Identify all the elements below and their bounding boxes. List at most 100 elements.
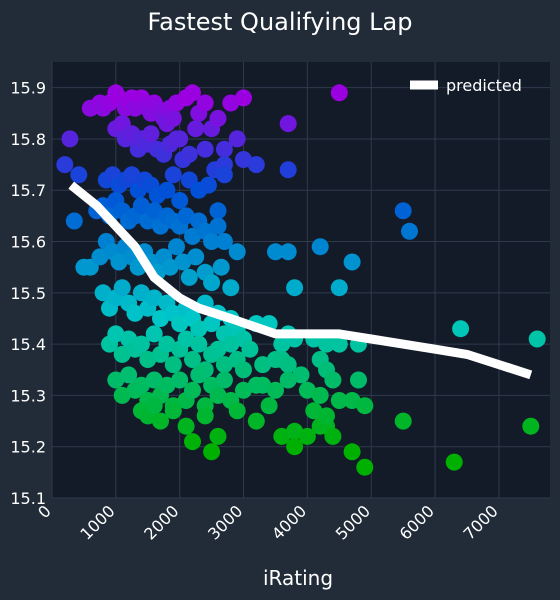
scatter-point bbox=[164, 402, 182, 420]
scatter-point bbox=[267, 381, 284, 399]
scatter-point bbox=[215, 233, 233, 250]
scatter-point bbox=[394, 202, 412, 220]
scatter-point bbox=[311, 386, 329, 404]
scatter-point bbox=[56, 156, 74, 174]
scatter-point bbox=[212, 258, 230, 276]
scatter-point bbox=[132, 335, 150, 353]
scatter-point bbox=[209, 202, 227, 220]
scatter-point bbox=[190, 320, 208, 338]
scatter-point bbox=[203, 233, 221, 250]
scatter-point bbox=[94, 284, 112, 302]
scatter-point bbox=[330, 392, 348, 409]
scatter-point bbox=[356, 397, 374, 415]
y-tick-labels: 15.1 15.2 15.3 15.4 15.5 15.6 15.7 15.8 15.9 bbox=[10, 79, 46, 508]
scatter-point bbox=[145, 397, 163, 415]
scatter-point bbox=[209, 427, 227, 445]
scatter-point bbox=[254, 376, 272, 394]
scatter-point bbox=[228, 243, 246, 261]
scatter-point bbox=[215, 356, 233, 374]
y-tick-label: 15.8 bbox=[10, 130, 46, 149]
scatter-point bbox=[298, 427, 316, 445]
scatter-point bbox=[187, 248, 205, 266]
scatter-point bbox=[318, 407, 335, 425]
scatter-point bbox=[292, 366, 310, 384]
scatter-point bbox=[279, 243, 297, 261]
scatter-point bbox=[184, 351, 201, 368]
scatter-point bbox=[522, 417, 540, 435]
scatter-point bbox=[171, 192, 189, 209]
y-tick-label: 15.4 bbox=[10, 335, 46, 354]
scatter-point bbox=[209, 340, 227, 358]
scatter-point bbox=[65, 212, 83, 230]
scatter-point bbox=[235, 361, 252, 379]
x-axis-label: iRating bbox=[263, 566, 333, 590]
scatter-point bbox=[203, 443, 221, 461]
scatter-point bbox=[247, 156, 265, 174]
scatter-point bbox=[215, 140, 233, 158]
scatter-point bbox=[267, 243, 284, 261]
scatter-point bbox=[286, 438, 304, 456]
scatter-point bbox=[452, 320, 470, 338]
scatter-point bbox=[209, 109, 227, 127]
scatter-point bbox=[145, 325, 163, 343]
scatter-point bbox=[61, 130, 79, 148]
scatter-point bbox=[132, 284, 150, 302]
scatter-point bbox=[394, 412, 412, 430]
scatter-point bbox=[113, 386, 131, 404]
scatter-point bbox=[164, 356, 182, 374]
y-tick-label: 15.7 bbox=[10, 181, 46, 200]
scatter-point bbox=[152, 310, 169, 327]
scatter-point bbox=[324, 427, 342, 445]
scatter-point bbox=[161, 258, 179, 276]
scatter-point bbox=[171, 315, 189, 333]
scatter-point bbox=[187, 120, 205, 138]
scatter-point bbox=[164, 109, 182, 127]
scatter-point bbox=[401, 222, 418, 240]
x-tick-label: 1000 bbox=[76, 501, 118, 543]
scatter-point bbox=[158, 335, 176, 353]
scatter-point bbox=[168, 130, 185, 148]
scatter-point bbox=[330, 279, 348, 297]
scatter-point bbox=[279, 356, 297, 374]
scatter-point bbox=[343, 253, 361, 271]
scatter-point bbox=[286, 422, 304, 440]
scatter-point bbox=[164, 166, 182, 184]
scatter-point bbox=[196, 140, 214, 158]
scatter-point bbox=[107, 371, 125, 389]
scatter-point bbox=[190, 366, 208, 384]
scatter-point bbox=[209, 217, 227, 235]
scatter-point bbox=[158, 376, 176, 394]
scatter-point bbox=[196, 94, 214, 112]
scatter-point bbox=[132, 376, 150, 394]
scatter-point bbox=[330, 335, 348, 353]
y-tick-label: 15.2 bbox=[10, 438, 46, 457]
scatter-point bbox=[142, 125, 160, 143]
scatter-point bbox=[132, 197, 150, 215]
y-tick-label: 15.3 bbox=[10, 386, 46, 405]
scatter-point bbox=[171, 371, 189, 389]
scatter-point bbox=[184, 381, 201, 399]
scatter-point bbox=[145, 371, 163, 389]
scatter-point bbox=[113, 279, 131, 297]
chart-title: Fastest Qualifying Lap bbox=[148, 8, 413, 36]
scatter-point bbox=[113, 345, 131, 363]
scatter-point bbox=[199, 176, 217, 194]
scatter-point bbox=[279, 161, 297, 179]
scatter-point bbox=[190, 335, 208, 353]
legend: predicted bbox=[410, 76, 522, 95]
scatter-point bbox=[126, 304, 144, 322]
scatter-point bbox=[311, 238, 329, 256]
scatter-point bbox=[168, 238, 185, 256]
scatter-point bbox=[254, 356, 272, 374]
scatter-point bbox=[177, 417, 195, 435]
scatter-point bbox=[318, 335, 335, 353]
scatter-point bbox=[184, 84, 201, 102]
scatter-point bbox=[324, 371, 342, 389]
scatter-point bbox=[152, 412, 169, 430]
scatter-point bbox=[445, 453, 463, 471]
x-tick-label: 3000 bbox=[204, 501, 246, 543]
y-tick-label: 15.5 bbox=[10, 284, 46, 303]
scatter-point bbox=[356, 458, 374, 476]
prediction-line bbox=[68, 181, 533, 380]
